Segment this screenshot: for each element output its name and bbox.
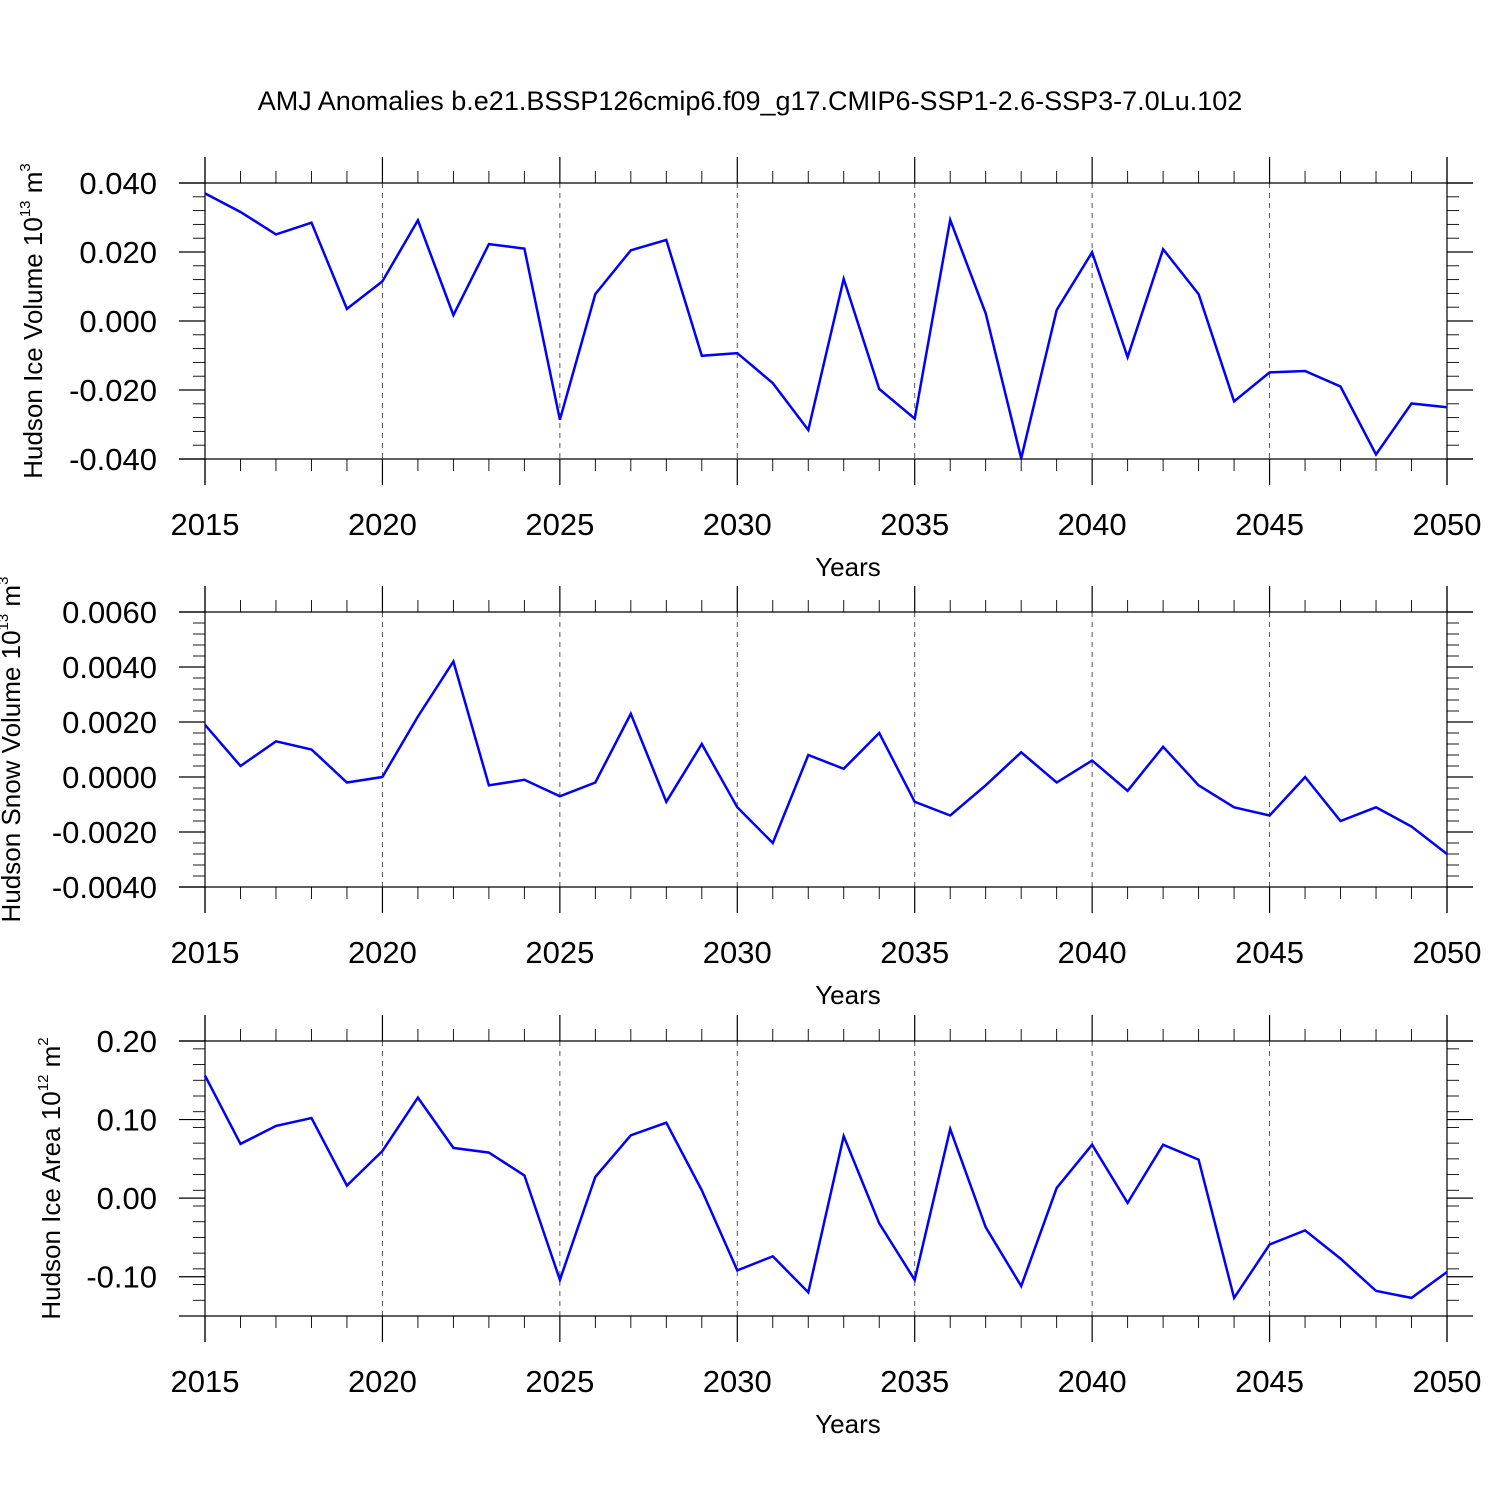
x-axis-label: Years	[815, 980, 881, 1010]
y-axis-label-exponent: 13	[0, 614, 12, 631]
y-tick-label: -0.020	[69, 373, 157, 408]
y-axis-label-exponent: 12	[35, 1075, 52, 1092]
panel-3: -0.10 0.00 0.10 0.20 2015 2020 2025 2030 2035 204…	[35, 1015, 1481, 1439]
x-tick-label: 2020	[348, 507, 417, 542]
series-line	[204, 192, 1448, 459]
x-tick-label: 2035	[880, 1364, 949, 1399]
y-axis-label: Hudson Ice Volume 1013 m3	[17, 163, 48, 479]
x-tick-label: 2015	[171, 507, 240, 542]
x-tick-label: 2025	[525, 507, 594, 542]
y-tick-label: 0.020	[79, 235, 157, 270]
y-tick-label: 0.0040	[62, 650, 157, 685]
y-axis-label-unit: m	[36, 1046, 66, 1075]
x-tick-label: 2045	[1235, 935, 1304, 970]
y-axis-label-text: Hudson Ice Area 10	[36, 1091, 66, 1319]
x-axis-label: Years	[815, 1409, 881, 1439]
panel-2: -0.0040 -0.0020 0.0000 0.0020 0.0040 0.0060 20…	[0, 577, 1481, 1010]
x-tick-label: 2050	[1413, 935, 1482, 970]
y-tick-label: 0.0060	[62, 595, 157, 630]
panels: -0.040 -0.020 0.000 0.020 0.040 2015 2020 2025 2…	[0, 157, 1481, 1439]
y-axis-label-text: Hudson Snow Volume 10	[0, 630, 26, 922]
x-tick-label: 2045	[1235, 507, 1304, 542]
x-tick-label: 2020	[348, 1364, 417, 1399]
x-tick-label: 2040	[1058, 1364, 1127, 1399]
figure-title: AMJ Anomalies b.e21.BSSP126cmip6.f09_g17…	[258, 86, 1243, 116]
y-tick-label: 0.00	[97, 1181, 157, 1216]
y-tick-label: 0.20	[97, 1024, 157, 1059]
y-axis-label: Hudson Snow Volume 1013 m3	[0, 577, 26, 923]
y-axis-label-unit-exponent: 3	[17, 163, 34, 171]
x-tick-label: 2030	[703, 1364, 772, 1399]
y-tick-label: 0.000	[79, 304, 157, 339]
x-tick-label: 2045	[1235, 1364, 1304, 1399]
series-line	[204, 658, 1448, 855]
y-tick-label: 0.0000	[62, 760, 157, 795]
y-tick-label: -0.040	[69, 442, 157, 477]
x-tick-label: 2035	[880, 935, 949, 970]
x-tick-label: 2035	[880, 507, 949, 542]
y-tick-label: 0.0020	[62, 705, 157, 740]
y-axis-label-exponent: 13	[17, 200, 34, 217]
y-tick-label: 0.10	[97, 1103, 157, 1138]
y-tick-label: 0.040	[79, 166, 157, 201]
y-tick-label: -0.10	[86, 1260, 157, 1295]
y-axis-label-unit: m	[18, 172, 48, 201]
series-line	[203, 1075, 1448, 1301]
x-tick-label: 2030	[703, 507, 772, 542]
x-tick-label: 2015	[171, 935, 240, 970]
x-tick-label: 2025	[525, 935, 594, 970]
y-tick-label: -0.0040	[52, 870, 157, 905]
x-tick-label: 2050	[1413, 1364, 1482, 1399]
x-tick-label: 2020	[348, 935, 417, 970]
x-tick-label: 2030	[703, 935, 772, 970]
y-tick-label: -0.0020	[52, 815, 157, 850]
y-axis-label-unit: m	[0, 585, 26, 614]
y-axis-label-unit-exponent: 3	[0, 577, 12, 585]
x-tick-label: 2015	[171, 1364, 240, 1399]
x-tick-label: 2040	[1058, 507, 1127, 542]
x-axis-label: Years	[815, 552, 881, 582]
x-tick-label: 2050	[1413, 507, 1482, 542]
y-axis-label: Hudson Ice Area 1012 m2	[35, 1037, 66, 1319]
x-tick-label: 2040	[1058, 935, 1127, 970]
y-axis-label-unit-exponent: 2	[35, 1037, 52, 1045]
x-tick-label: 2025	[525, 1364, 594, 1399]
panel-1: -0.040 -0.020 0.000 0.020 0.040 2015 2020 2025 2…	[17, 157, 1481, 582]
y-axis-label-text: Hudson Ice Volume 10	[18, 217, 48, 479]
